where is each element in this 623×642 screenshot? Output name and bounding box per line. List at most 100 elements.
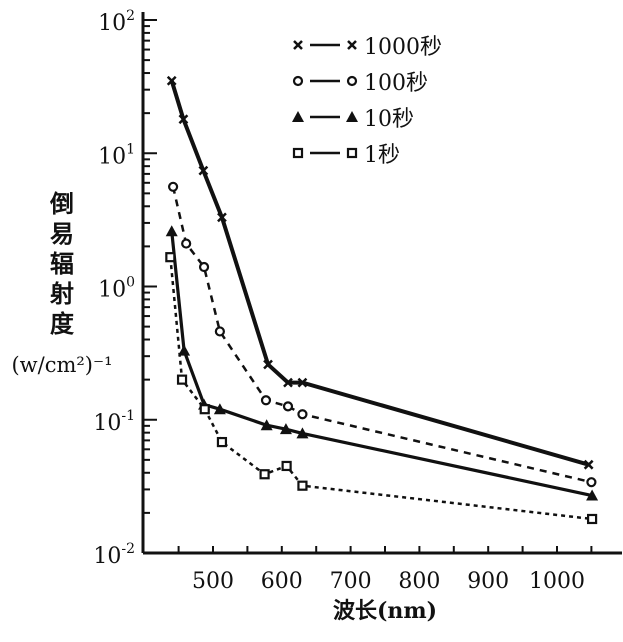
circle-marker bbox=[214, 326, 225, 337]
square-marker bbox=[259, 469, 270, 480]
y-axis-unit: (w/cm²)⁻¹ bbox=[11, 353, 112, 377]
triangle-marker bbox=[279, 423, 292, 435]
x-marker bbox=[217, 212, 227, 223]
y-tick-label: 101 bbox=[98, 141, 135, 169]
circle-marker bbox=[282, 401, 294, 412]
series-x bbox=[166, 75, 594, 470]
y-tick-label: 10-1 bbox=[93, 408, 135, 436]
triangle-mark-icon bbox=[279, 423, 292, 435]
square-mark-icon bbox=[297, 480, 308, 491]
square-marker bbox=[281, 460, 292, 472]
triangle-mark-icon bbox=[346, 111, 358, 122]
triangle-marker bbox=[292, 111, 304, 122]
square-mark-icon bbox=[259, 469, 270, 480]
triangle-marker bbox=[165, 225, 178, 237]
axes: 10-2 10-1 100 101 102 500 600 700 800 900 1000 bbox=[93, 8, 622, 594]
square-marker bbox=[346, 147, 358, 159]
circle-mark-icon bbox=[297, 409, 308, 420]
x-tick-label: 900 bbox=[467, 569, 509, 594]
x-marker bbox=[198, 165, 209, 176]
circle-marker bbox=[198, 261, 210, 273]
x-tick-label: 1000 bbox=[529, 569, 585, 594]
circle-marker bbox=[586, 477, 597, 488]
legend-item: 100秒 bbox=[292, 71, 428, 96]
triangle-mark-icon bbox=[296, 427, 309, 439]
circle-marker bbox=[167, 181, 179, 192]
legend-label: 1000秒 bbox=[364, 35, 442, 60]
triangle-marker bbox=[586, 489, 599, 501]
x-mark-icon bbox=[347, 40, 357, 50]
x-mark-icon bbox=[283, 377, 293, 388]
triangle-marker bbox=[260, 419, 273, 431]
series-triangle bbox=[165, 225, 599, 501]
series-circle bbox=[167, 181, 597, 488]
square-mark-icon bbox=[292, 147, 304, 159]
legend-item: 1000秒 bbox=[293, 35, 442, 60]
x-mark-icon bbox=[178, 114, 189, 125]
circle-marker bbox=[346, 75, 358, 87]
y-axis-label-char: 辐 bbox=[50, 249, 74, 278]
x-mark-icon bbox=[293, 40, 303, 50]
x-axis-label: 波长(nm) bbox=[333, 598, 437, 624]
x-marker bbox=[293, 40, 303, 50]
triangle-marker bbox=[346, 111, 358, 122]
y-axis-label-char: 易 bbox=[50, 219, 74, 248]
series-line bbox=[170, 231, 593, 498]
circle-mark-icon bbox=[586, 477, 597, 488]
x-marker bbox=[263, 359, 273, 370]
circle-mark-icon bbox=[181, 238, 192, 249]
plot-area bbox=[165, 75, 599, 525]
x-marker bbox=[297, 377, 308, 388]
series-line bbox=[169, 257, 593, 521]
x-marker bbox=[166, 75, 177, 86]
series-square bbox=[165, 252, 598, 525]
square-mark-icon bbox=[176, 374, 188, 385]
legend-label: 1秒 bbox=[364, 143, 400, 168]
x-marker bbox=[178, 114, 189, 125]
square-marker bbox=[176, 374, 188, 385]
square-marker bbox=[216, 436, 228, 448]
legend-item: 10秒 bbox=[292, 107, 414, 132]
legend: 1000秒 100秒 10秒 1秒 bbox=[292, 35, 442, 168]
triangle-marker bbox=[213, 403, 226, 415]
series-line bbox=[171, 186, 592, 484]
square-marker bbox=[586, 513, 598, 525]
x-tick-label: 800 bbox=[398, 569, 440, 594]
square-marker bbox=[199, 404, 210, 415]
x-mark-icon bbox=[198, 165, 209, 176]
square-mark-icon bbox=[346, 147, 358, 159]
circle-mark-icon bbox=[260, 395, 272, 406]
x-marker bbox=[283, 377, 293, 388]
x-tick-label: 700 bbox=[330, 569, 372, 594]
x-marker bbox=[583, 459, 594, 470]
square-mark-icon bbox=[165, 252, 176, 263]
square-mark-icon bbox=[586, 513, 598, 525]
triangle-marker bbox=[296, 427, 309, 439]
square-mark-icon bbox=[281, 460, 292, 472]
legend-item: 1秒 bbox=[292, 143, 400, 168]
circle-mark-icon bbox=[214, 326, 225, 337]
triangle-mark-icon bbox=[213, 403, 226, 415]
x-tick-label: 600 bbox=[261, 569, 303, 594]
circle-marker bbox=[297, 409, 308, 420]
x-tick-label: 500 bbox=[192, 569, 234, 594]
triangle-mark-icon bbox=[260, 419, 273, 431]
circle-marker bbox=[292, 75, 304, 87]
square-marker bbox=[165, 252, 176, 263]
y-tick-label: 100 bbox=[98, 275, 135, 303]
triangle-mark-icon bbox=[178, 344, 191, 356]
y-tick-label: 102 bbox=[98, 8, 135, 36]
y-axis-label-char: 射 bbox=[49, 279, 74, 308]
circle-mark-icon bbox=[198, 261, 210, 273]
square-marker bbox=[297, 480, 308, 491]
y-tick-label: 10-2 bbox=[93, 541, 135, 569]
x-mark-icon bbox=[583, 459, 594, 470]
x-mark-icon bbox=[297, 377, 308, 388]
square-mark-icon bbox=[199, 404, 210, 415]
circle-marker bbox=[181, 238, 192, 249]
legend-label: 10秒 bbox=[364, 107, 414, 132]
triangle-mark-icon bbox=[586, 489, 599, 501]
circle-mark-icon bbox=[282, 401, 294, 412]
